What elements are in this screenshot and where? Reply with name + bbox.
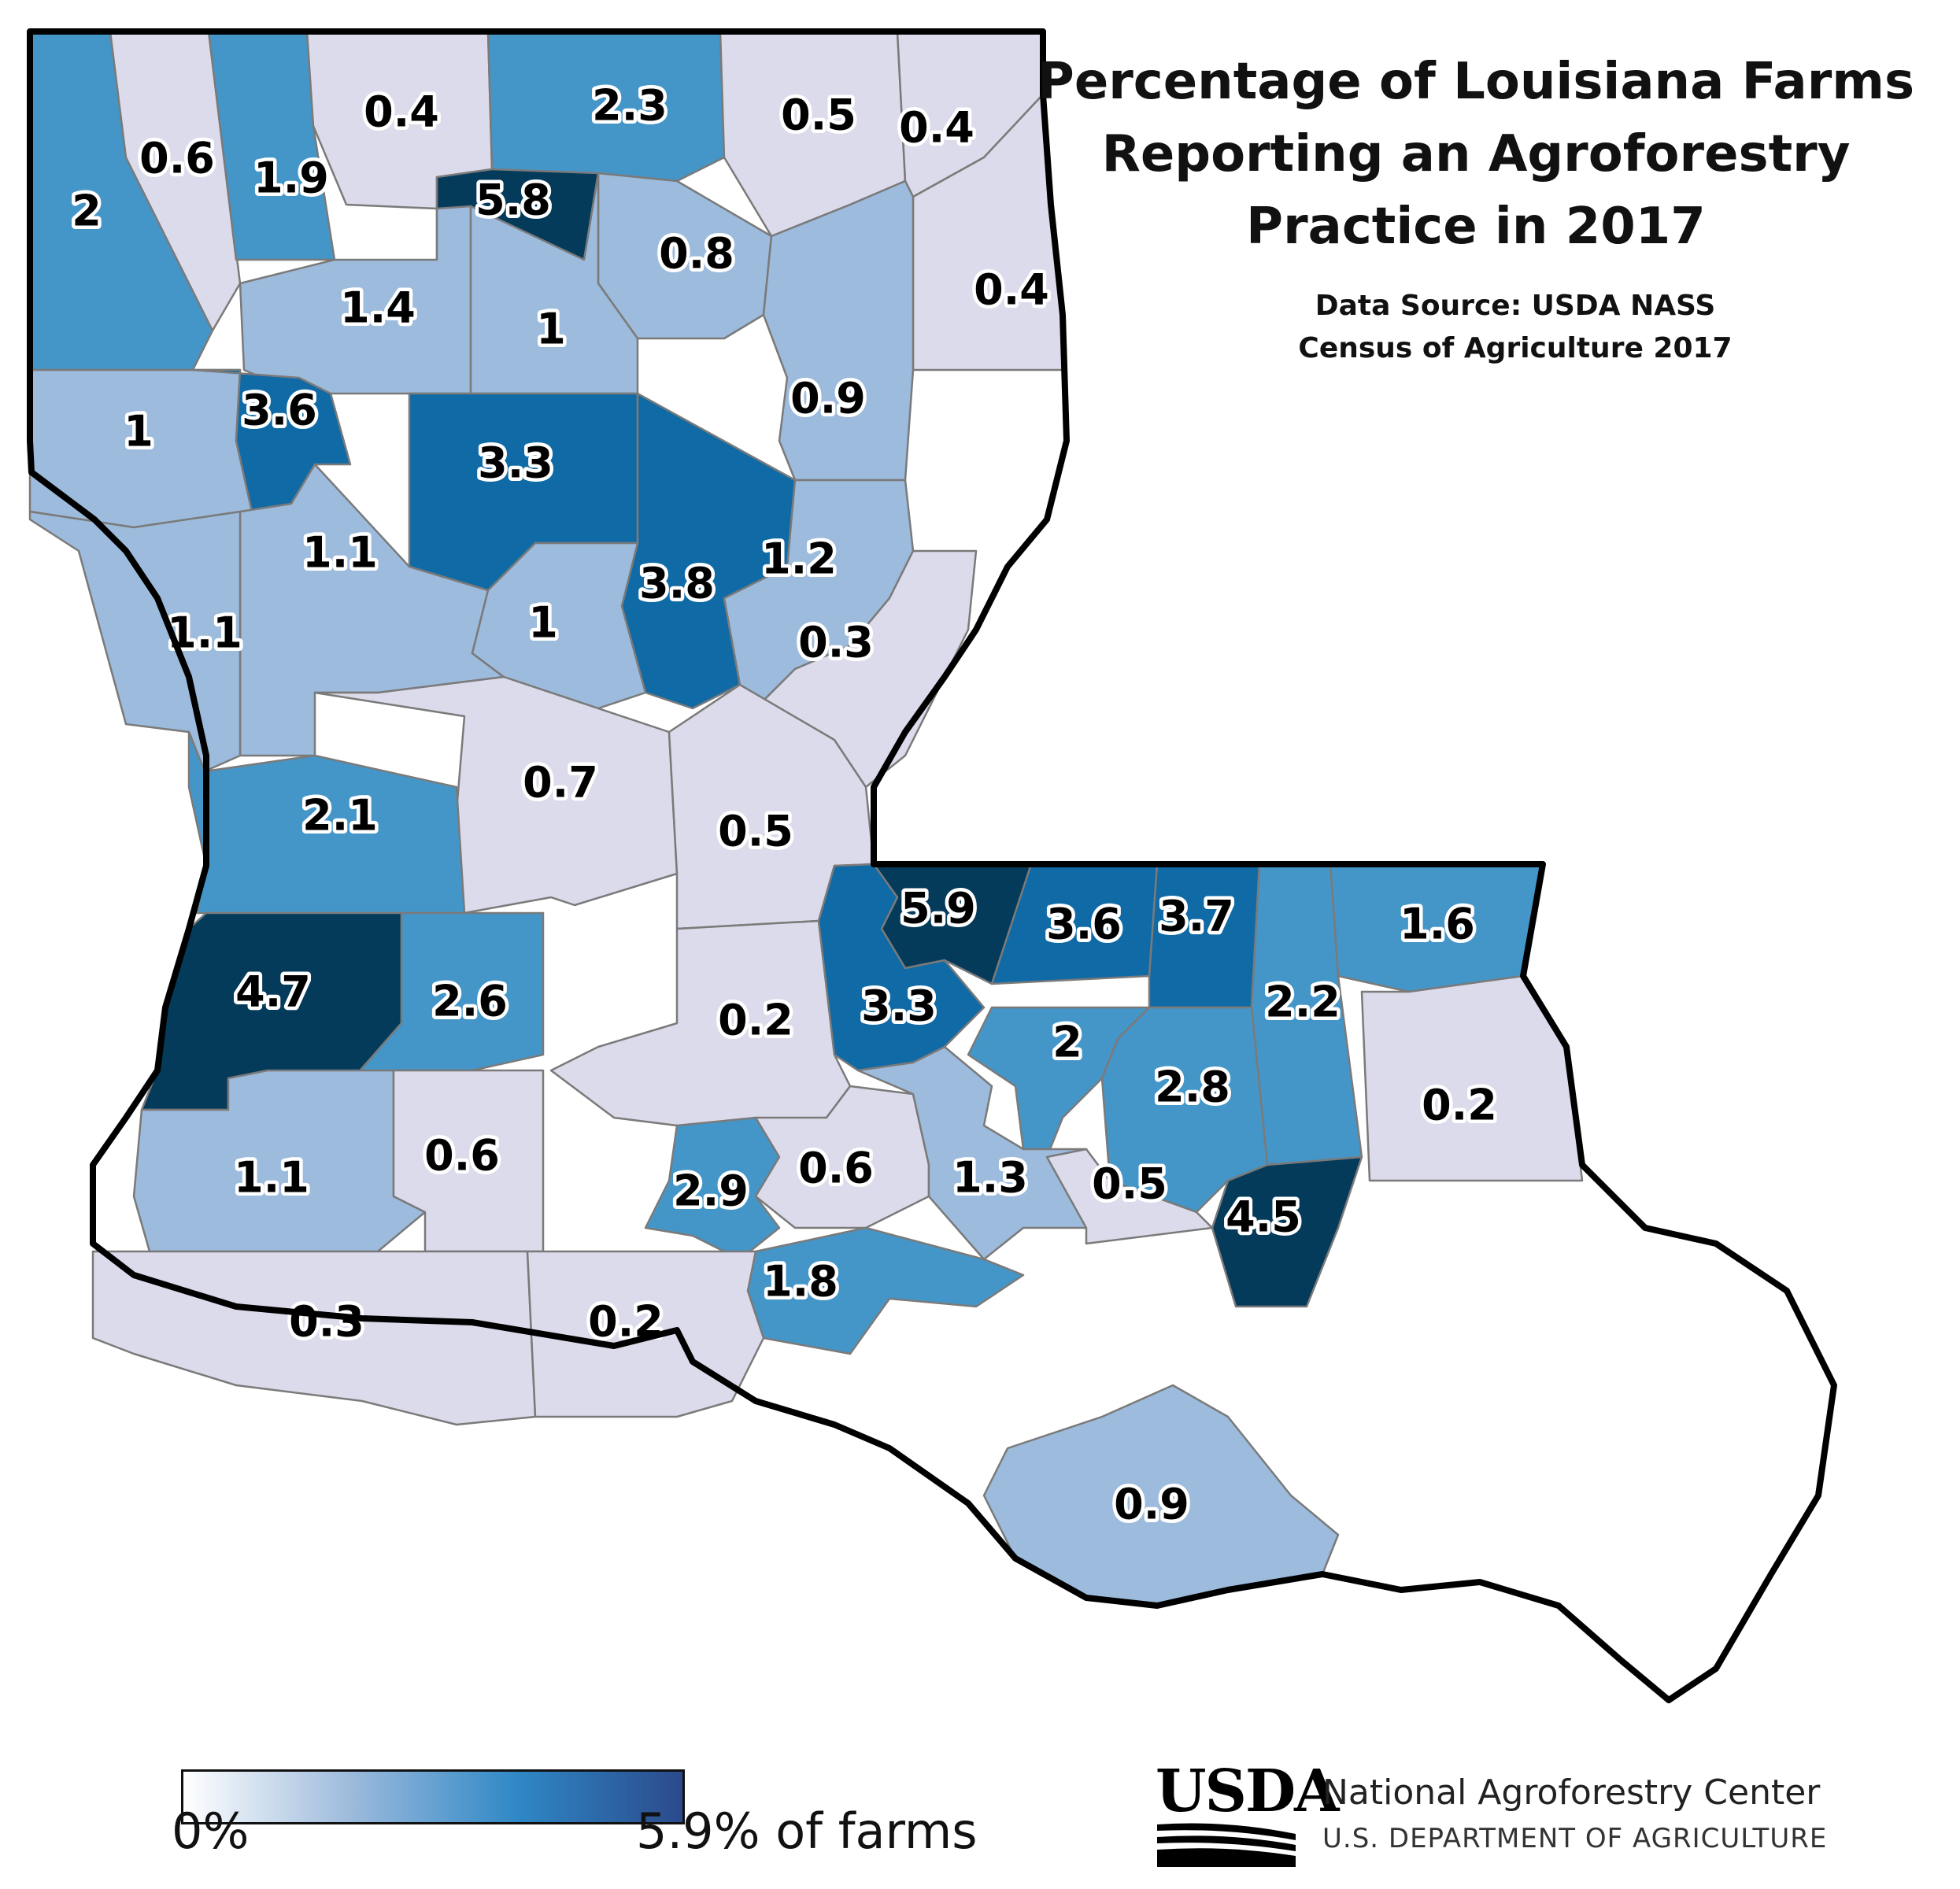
title-line-3: Practice in 2017 <box>1246 198 1706 256</box>
parish-region <box>526 1250 765 1418</box>
parish-value-label: 0.6 <box>798 1144 874 1193</box>
usda-logo-wordmark: USDA <box>1156 1758 1340 1825</box>
parish-value-label: 3.3 <box>861 981 937 1031</box>
parish-value-label: 0.6 <box>424 1131 500 1181</box>
parish-value-label: 1.4 <box>340 283 416 333</box>
parish-region <box>817 863 986 1072</box>
parish-region <box>549 919 852 1127</box>
parish-value-label: 3.7 <box>1159 892 1234 941</box>
parish-value-label: 0.5 <box>781 91 856 140</box>
parish-value-label: 2 <box>72 187 102 236</box>
parish-value-label: 4.5 <box>1226 1192 1301 1242</box>
agency-name: National Agroforestry Center <box>1322 1773 1821 1813</box>
parish-value-label: 0.2 <box>1422 1081 1497 1130</box>
parish-value-label: 0.4 <box>364 87 439 137</box>
parish-value-label: 0.5 <box>1092 1159 1167 1209</box>
parish-value-label: 0.4 <box>974 265 1049 315</box>
parish-value-label: 3.6 <box>1046 900 1122 949</box>
data-source: Data Source: USDA NASS Census of Agricul… <box>1228 285 1803 370</box>
parish-value-label: 0.5 <box>718 807 793 856</box>
parish-value-label: 3.8 <box>639 559 715 608</box>
parish-value-label: 0.3 <box>289 1297 364 1347</box>
parish-region <box>1360 974 1584 1182</box>
title-line-1: Percentage of Louisiana Farms <box>1037 53 1915 111</box>
parish-value-label: 1.9 <box>253 153 329 203</box>
parish-value-label: 0.3 <box>798 618 874 667</box>
parish-value-label: 0.2 <box>718 996 793 1045</box>
source-line-1: Data Source: USDA NASS <box>1315 290 1716 322</box>
source-line-2: Census of Agriculture 2017 <box>1298 332 1733 364</box>
parish-value-label: 5.8 <box>475 176 551 225</box>
state-outline <box>27 28 1837 1703</box>
legend-max-label: 5.9% of farms <box>636 1802 978 1860</box>
parish-value-label: 3.6 <box>242 386 317 435</box>
parish-value-label: 2.8 <box>1155 1063 1230 1112</box>
parish-value-label: 2.9 <box>673 1166 749 1216</box>
parish-value-label: 1.2 <box>761 534 837 584</box>
parish-value-label: 1.1 <box>302 528 378 578</box>
parish-value-label: 1 <box>124 407 153 457</box>
parish-value-label: 0.9 <box>790 374 866 423</box>
parish-value-label: 2 <box>1052 1018 1082 1067</box>
parish-value-labels: 2 0.6 1.9 0.4 5.8 2.3 0.5 0.4 0.8 1.4 1 0.4 1 3.6 0.9 3… <box>68 77 1501 1532</box>
parish-value-label: 0.7 <box>523 758 598 808</box>
legend-gradient-bar <box>181 1769 685 1824</box>
parish-value-label: 1 <box>528 598 558 648</box>
parish-value-label: 1.3 <box>952 1153 1028 1203</box>
parish-value-label: 0.9 <box>1114 1480 1189 1529</box>
parish-value-label: 0.6 <box>139 134 215 183</box>
parish-value-label: 0.8 <box>659 229 734 279</box>
parish-value-label: 2.1 <box>302 791 378 841</box>
usda-logo-icon <box>1157 1823 1296 1867</box>
parish-value-label: 1.1 <box>234 1153 309 1203</box>
parish-value-label: 2.2 <box>1265 978 1341 1027</box>
parish-value-label: 5.9 <box>900 884 976 933</box>
department-name: U.S. DEPARTMENT OF AGRICULTURE <box>1322 1823 1828 1854</box>
parish-value-label: 0.4 <box>899 103 974 153</box>
parish-regions <box>28 30 1584 1607</box>
title-line-2: Reporting an Agroforestry <box>1101 125 1851 183</box>
map-title: Percentage of Louisiana Farms Reporting … <box>1031 46 1921 263</box>
parish-value-label: 2.3 <box>592 81 668 131</box>
parish-value-label: 1.6 <box>1400 900 1475 949</box>
parish-region <box>1045 1148 1214 1245</box>
parish-value-label: 4.7 <box>235 967 311 1017</box>
parish-value-label: 1 <box>536 305 566 354</box>
legend-min-label: 0% <box>172 1802 250 1860</box>
parish-value-label: 2.6 <box>432 977 508 1026</box>
parish-value-label: 3.3 <box>478 438 553 488</box>
parish-region <box>1211 1155 1363 1308</box>
parish-value-label: 1.8 <box>763 1257 838 1307</box>
parish-region <box>471 542 647 710</box>
